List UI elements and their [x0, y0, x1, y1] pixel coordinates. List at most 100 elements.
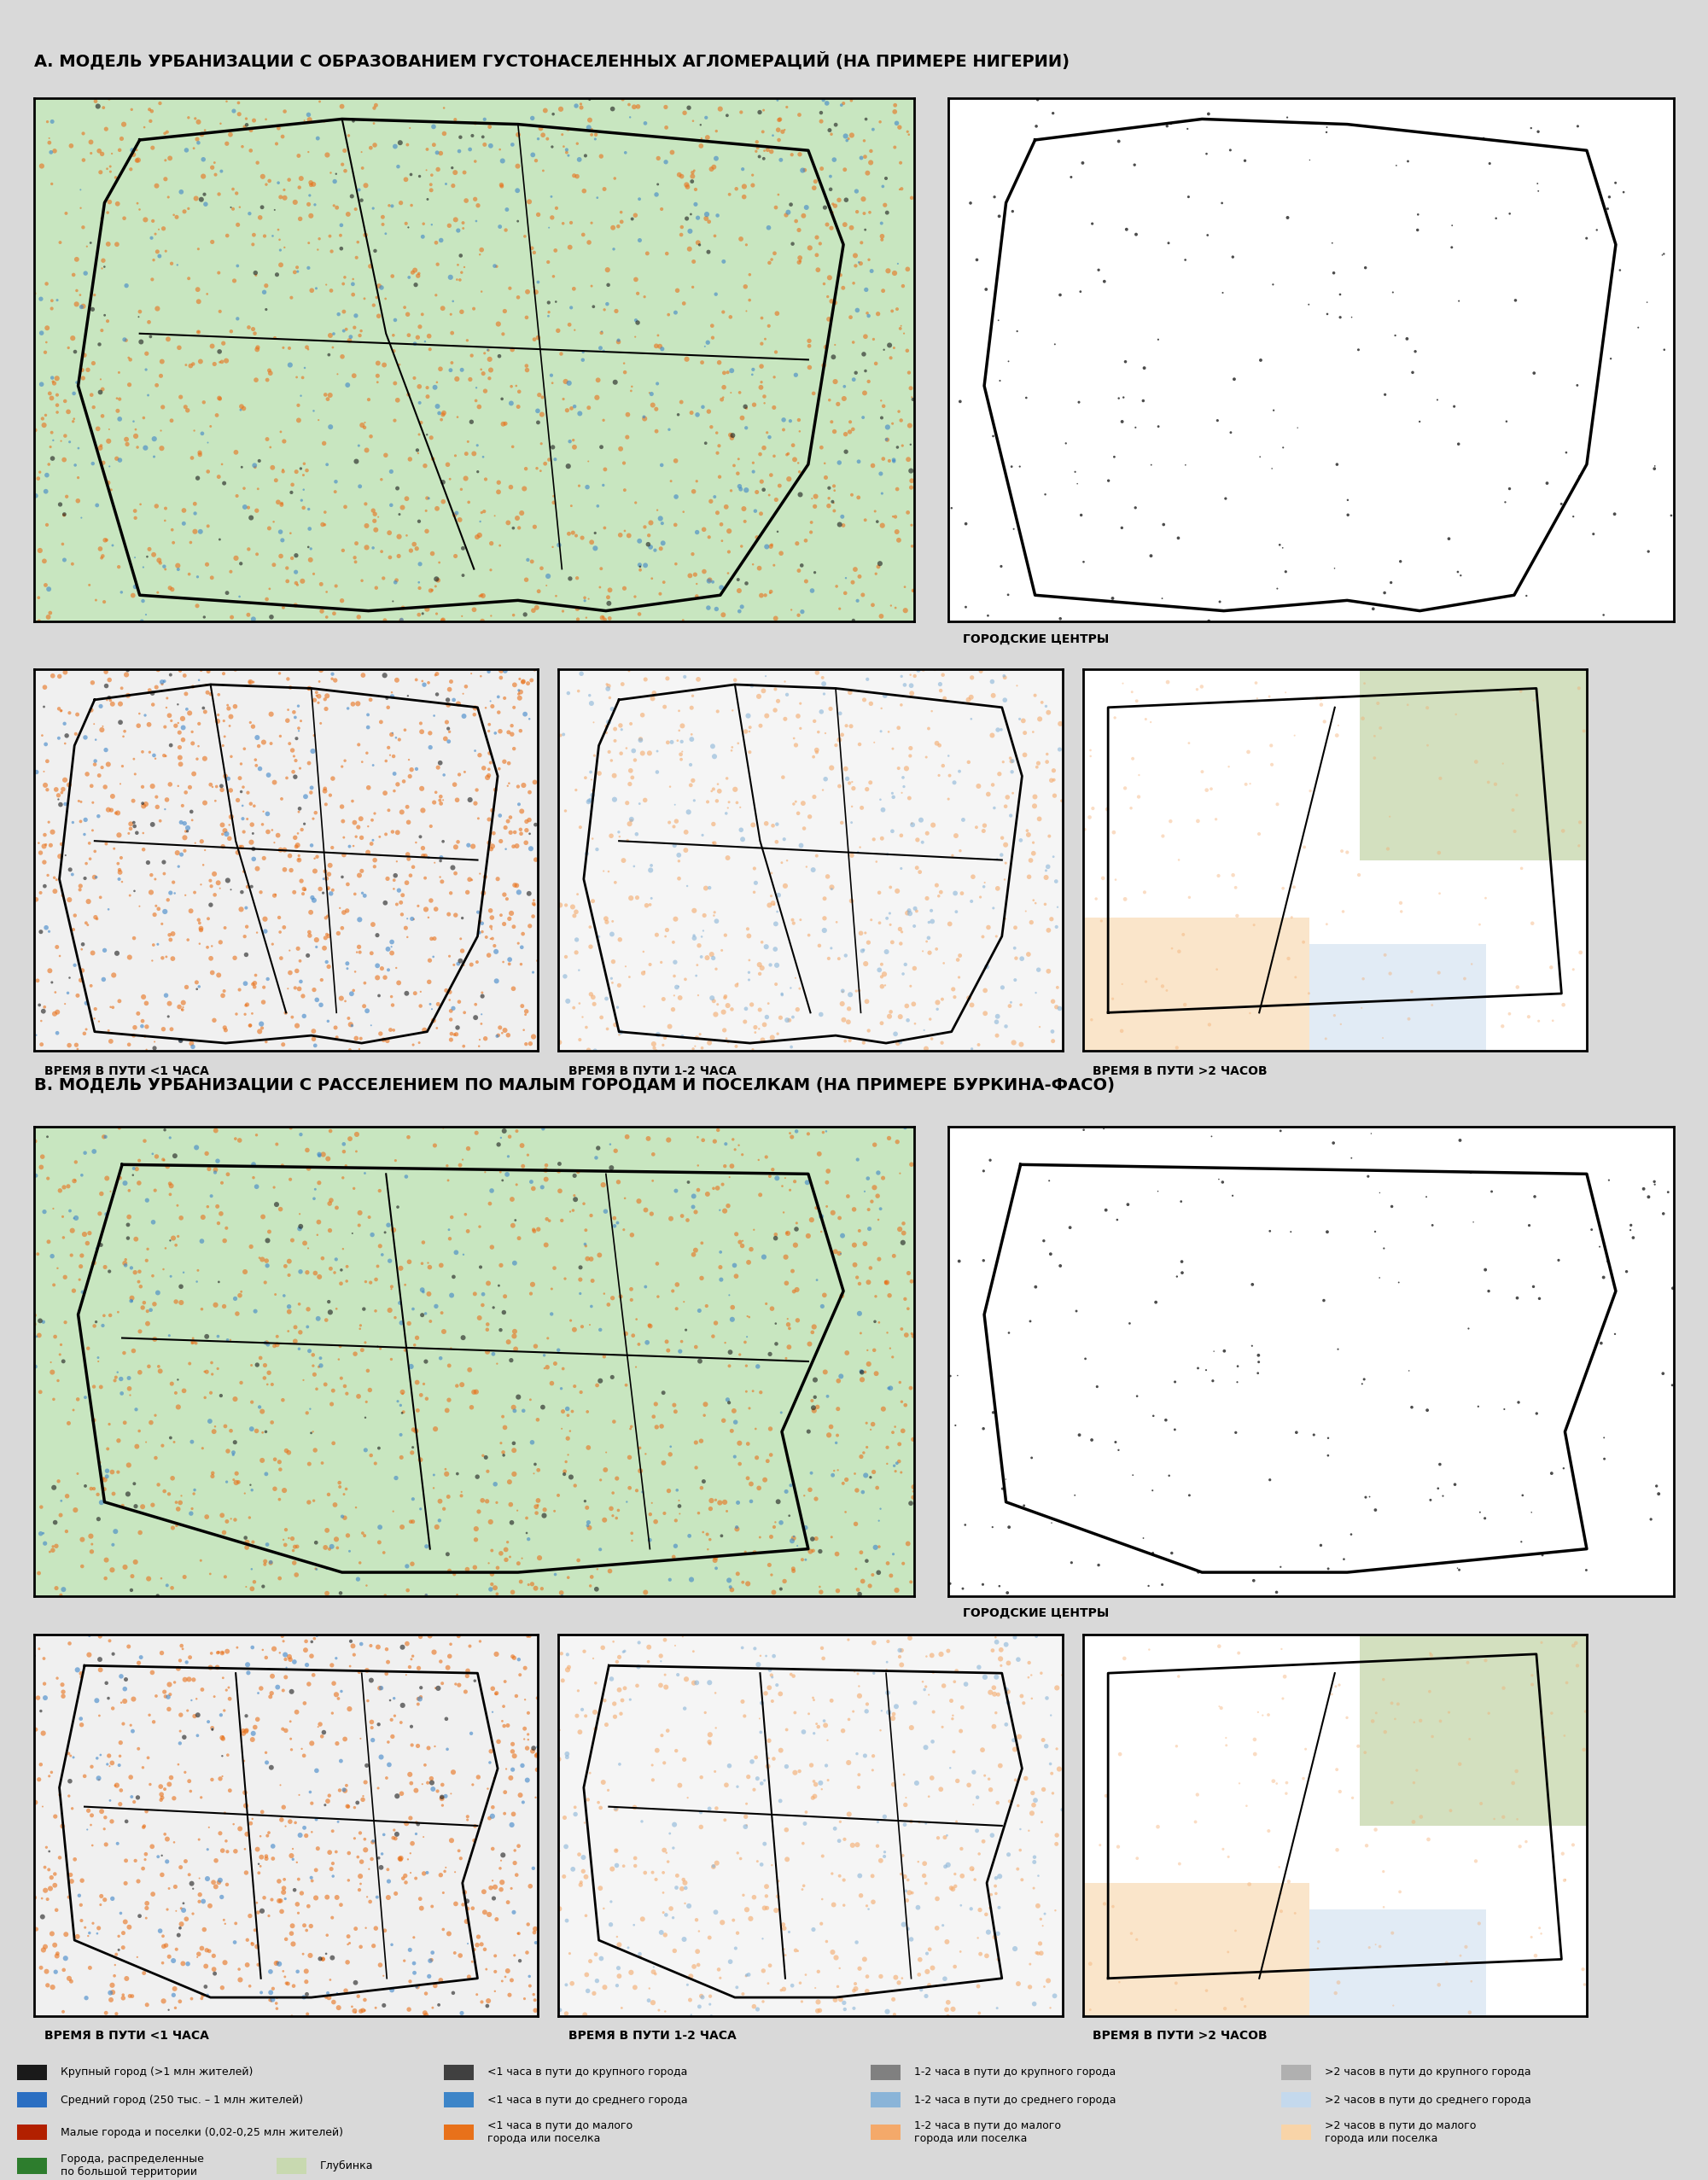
- Point: [470, 495, 497, 530]
- Point: [625, 1184, 652, 1219]
- Point: [1209, 275, 1237, 310]
- Point: [772, 1474, 799, 1509]
- Point: [931, 1820, 958, 1855]
- Point: [1612, 1254, 1640, 1288]
- Point: [106, 687, 133, 722]
- Point: [591, 1452, 618, 1487]
- Point: [574, 1491, 601, 1526]
- Point: [487, 1121, 514, 1155]
- Point: [509, 1149, 536, 1184]
- Point: [731, 1698, 758, 1733]
- Point: [395, 743, 422, 778]
- Point: [854, 1332, 881, 1367]
- Point: [864, 1155, 892, 1190]
- Point: [888, 1857, 915, 1892]
- Point: [951, 589, 979, 623]
- Point: [789, 595, 816, 630]
- Point: [936, 1358, 963, 1393]
- Point: [620, 118, 647, 153]
- Point: [589, 1890, 617, 1925]
- Point: [232, 107, 260, 142]
- Point: [77, 1807, 104, 1842]
- Point: [60, 401, 87, 436]
- Point: [523, 1737, 550, 1772]
- Point: [143, 368, 171, 403]
- Point: [622, 198, 649, 233]
- Point: [1035, 955, 1062, 990]
- Point: [890, 957, 917, 992]
- Point: [417, 715, 444, 750]
- Point: [143, 1578, 171, 1613]
- Point: [547, 1025, 574, 1059]
- Point: [914, 924, 941, 959]
- Point: [695, 519, 722, 554]
- Point: [984, 998, 1011, 1033]
- Point: [594, 268, 622, 303]
- Point: [466, 1301, 494, 1336]
- Point: [907, 802, 934, 837]
- Point: [772, 868, 799, 903]
- Point: [658, 1201, 685, 1236]
- Point: [630, 955, 658, 990]
- Point: [873, 1445, 900, 1480]
- Point: [388, 1417, 415, 1452]
- Point: [606, 820, 634, 855]
- Point: [176, 1764, 203, 1798]
- Point: [808, 429, 835, 464]
- Point: [873, 1315, 900, 1349]
- Point: [214, 218, 241, 253]
- Point: [666, 1482, 693, 1517]
- Point: [239, 807, 266, 841]
- Point: [381, 334, 408, 368]
- Point: [994, 1674, 1021, 1709]
- Point: [793, 1541, 820, 1576]
- Point: [741, 493, 769, 528]
- Point: [753, 1639, 781, 1674]
- Point: [389, 1631, 417, 1666]
- Point: [410, 1855, 437, 1890]
- Point: [202, 1155, 229, 1190]
- Point: [810, 1642, 837, 1676]
- Point: [596, 602, 623, 637]
- Point: [176, 770, 203, 804]
- Point: [622, 303, 649, 338]
- Point: [323, 157, 350, 192]
- Point: [196, 1404, 224, 1439]
- Point: [72, 1380, 99, 1415]
- Point: [1491, 484, 1518, 519]
- Point: [208, 807, 236, 841]
- Point: [202, 1868, 229, 1903]
- Point: [63, 1031, 91, 1066]
- Point: [1064, 467, 1091, 501]
- Point: [284, 1844, 311, 1879]
- Point: [309, 876, 336, 911]
- Point: [468, 1984, 495, 2019]
- Point: [702, 113, 729, 148]
- Point: [63, 272, 91, 307]
- Point: [579, 979, 606, 1014]
- Point: [94, 1746, 121, 1781]
- Point: [309, 1942, 336, 1977]
- Point: [405, 1687, 432, 1722]
- Point: [898, 530, 926, 565]
- Point: [1040, 1025, 1068, 1059]
- Point: [755, 310, 782, 344]
- Point: [758, 1519, 786, 1554]
- Point: [82, 835, 109, 870]
- Point: [724, 1557, 752, 1591]
- Point: [253, 1639, 280, 1674]
- Point: [570, 1840, 598, 1875]
- Point: [248, 1012, 275, 1046]
- Point: [905, 1958, 933, 1993]
- Point: [231, 471, 258, 506]
- Point: [386, 1286, 413, 1321]
- Point: [348, 855, 376, 889]
- Point: [789, 1509, 816, 1543]
- Point: [326, 1772, 354, 1807]
- Point: [425, 562, 453, 597]
- Point: [1044, 990, 1071, 1025]
- Point: [1175, 179, 1202, 214]
- Point: [386, 519, 413, 554]
- Point: [403, 1413, 430, 1448]
- Bar: [444, 2093, 475, 2108]
